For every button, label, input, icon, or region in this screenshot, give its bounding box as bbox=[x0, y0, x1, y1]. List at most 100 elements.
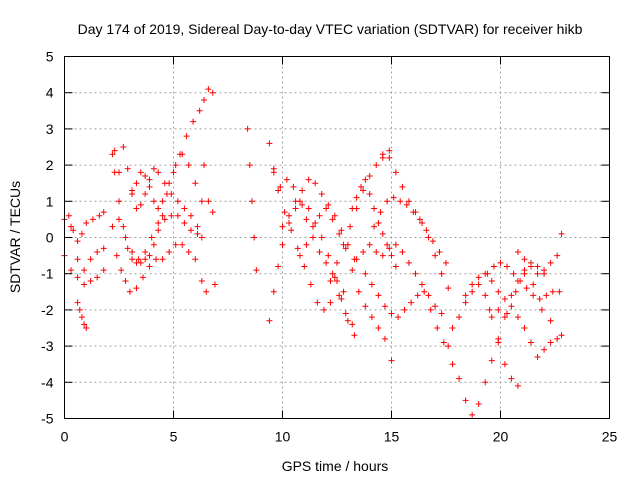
data-point bbox=[312, 220, 319, 227]
data-point bbox=[279, 223, 286, 230]
data-point bbox=[248, 198, 255, 205]
data-point bbox=[371, 205, 378, 212]
series-t30 bbox=[486, 270, 565, 339]
data-point bbox=[408, 299, 415, 306]
data-point bbox=[198, 198, 205, 205]
data-point bbox=[340, 241, 347, 248]
data-point bbox=[142, 256, 149, 263]
data-point bbox=[183, 133, 190, 140]
data-point bbox=[194, 223, 201, 230]
data-point bbox=[421, 288, 428, 295]
data-point bbox=[508, 303, 515, 310]
data-point bbox=[94, 274, 101, 281]
data-point bbox=[538, 306, 545, 313]
data-point bbox=[556, 288, 563, 295]
data-point bbox=[137, 259, 144, 266]
data-point bbox=[316, 212, 323, 219]
data-point bbox=[482, 292, 489, 299]
data-point bbox=[558, 332, 565, 339]
data-point bbox=[344, 317, 351, 324]
data-point bbox=[201, 162, 208, 169]
data-point bbox=[497, 259, 504, 266]
data-point bbox=[508, 292, 515, 299]
data-point bbox=[174, 212, 181, 219]
data-point bbox=[299, 187, 306, 194]
data-point bbox=[325, 201, 332, 208]
data-point bbox=[423, 227, 430, 234]
data-point bbox=[211, 281, 218, 288]
data-point bbox=[146, 252, 153, 259]
data-point bbox=[318, 234, 325, 241]
data-point bbox=[172, 162, 179, 169]
data-point bbox=[83, 325, 90, 331]
data-point bbox=[286, 220, 293, 227]
data-point bbox=[392, 241, 399, 248]
data-point bbox=[301, 263, 308, 270]
data-point bbox=[362, 270, 369, 277]
data-point bbox=[310, 223, 317, 230]
data-point bbox=[159, 256, 166, 263]
y-axis-label: SDTVAR / TECUs bbox=[7, 181, 23, 293]
data-point bbox=[501, 296, 508, 303]
data-point bbox=[360, 187, 367, 194]
data-point bbox=[412, 209, 419, 216]
data-point bbox=[368, 314, 375, 321]
series-t10 bbox=[109, 212, 201, 263]
data-point bbox=[355, 288, 362, 295]
data-point bbox=[445, 343, 452, 350]
x-tick-label: 5 bbox=[170, 429, 178, 445]
data-point bbox=[198, 234, 205, 241]
data-point bbox=[305, 176, 312, 183]
data-point bbox=[405, 259, 412, 266]
data-point bbox=[429, 238, 436, 245]
data-point bbox=[412, 270, 419, 277]
data-point bbox=[362, 176, 369, 183]
data-point bbox=[395, 314, 402, 321]
data-point bbox=[181, 220, 188, 227]
data-point bbox=[334, 277, 340, 284]
data-point bbox=[133, 180, 140, 187]
data-point bbox=[462, 292, 469, 299]
data-point bbox=[159, 212, 166, 219]
data-point bbox=[150, 198, 157, 205]
data-point bbox=[510, 270, 517, 277]
data-point bbox=[445, 285, 452, 292]
data-point bbox=[87, 277, 94, 284]
y-tick-label: 3 bbox=[46, 121, 54, 137]
series-t6 bbox=[111, 86, 212, 266]
data-point bbox=[148, 234, 155, 241]
x-axis-label: GPS time / hours bbox=[282, 458, 389, 474]
data-point bbox=[392, 263, 399, 270]
data-point bbox=[299, 201, 306, 208]
data-point bbox=[329, 216, 336, 223]
data-point bbox=[153, 256, 160, 263]
data-point bbox=[96, 212, 103, 219]
data-point bbox=[558, 230, 565, 237]
data-point bbox=[303, 216, 310, 223]
data-point bbox=[111, 147, 118, 154]
data-point bbox=[528, 263, 535, 270]
data-point bbox=[68, 267, 75, 274]
data-point bbox=[83, 220, 90, 227]
data-point bbox=[416, 216, 423, 223]
data-point bbox=[100, 245, 107, 252]
data-point bbox=[135, 256, 142, 263]
data-point bbox=[366, 172, 373, 179]
data-point bbox=[366, 241, 373, 248]
series-t20 bbox=[349, 176, 399, 270]
data-point bbox=[554, 335, 561, 342]
data-point bbox=[432, 252, 439, 259]
data-point bbox=[303, 241, 310, 248]
data-point bbox=[205, 86, 212, 93]
data-point bbox=[521, 256, 528, 263]
data-point bbox=[425, 234, 432, 241]
data-point bbox=[142, 248, 149, 255]
data-point bbox=[384, 198, 391, 205]
data-point bbox=[129, 256, 136, 263]
y-tick-label: 4 bbox=[46, 85, 54, 101]
data-point bbox=[436, 248, 443, 255]
data-point bbox=[120, 223, 127, 230]
data-point bbox=[155, 220, 162, 227]
data-point bbox=[381, 303, 388, 310]
